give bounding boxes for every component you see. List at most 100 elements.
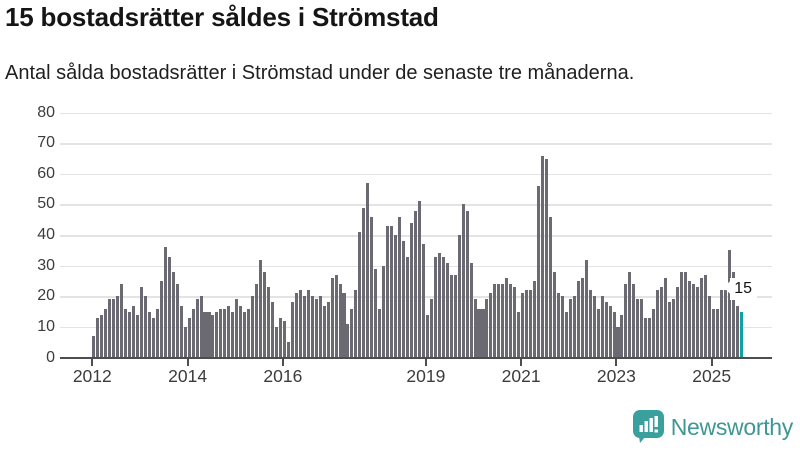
bar [378, 308, 382, 358]
bar [517, 311, 521, 358]
bar [135, 314, 140, 358]
bar [668, 302, 672, 358]
bar [636, 299, 640, 358]
bar [707, 296, 711, 358]
bar [350, 308, 354, 358]
bar [259, 259, 263, 358]
bar [159, 281, 163, 358]
bar [465, 210, 469, 358]
bar [425, 314, 429, 358]
gridline [60, 173, 772, 176]
y-tick-label: 60 [37, 164, 55, 182]
bar [521, 293, 525, 358]
bar [537, 186, 541, 358]
bar [541, 155, 545, 358]
y-tick-label: 20 [37, 287, 55, 305]
bar [263, 271, 267, 358]
bar [278, 317, 282, 358]
bar [691, 284, 695, 358]
bar [402, 241, 406, 358]
bar [100, 314, 104, 358]
y-tick-label: 50 [37, 195, 55, 213]
x-tick-label: 2019 [406, 366, 446, 386]
bar [338, 284, 342, 358]
bar [699, 277, 703, 358]
x-tick-label: 2016 [263, 366, 303, 386]
bar [334, 274, 338, 358]
bar [445, 262, 449, 358]
bar [620, 314, 624, 358]
bar [429, 299, 433, 358]
bar [247, 308, 251, 358]
bar [112, 299, 116, 358]
bar [648, 317, 652, 358]
bar [560, 296, 564, 358]
bar [584, 259, 588, 358]
x-tick [520, 359, 523, 366]
bar [167, 256, 171, 358]
bar [652, 308, 656, 358]
bar [735, 305, 739, 358]
bar [366, 183, 370, 358]
bar [485, 299, 489, 358]
bar [104, 308, 108, 358]
bar [409, 222, 414, 358]
bar [660, 287, 664, 358]
bar [672, 299, 676, 358]
bar [656, 290, 660, 358]
bar [552, 271, 556, 358]
bar [358, 232, 362, 358]
bar [243, 311, 247, 358]
bar [116, 296, 120, 358]
bar [664, 277, 668, 358]
bar [310, 296, 314, 358]
x-tick-label: 2023 [596, 366, 636, 386]
bar [128, 311, 132, 358]
bar [362, 207, 366, 358]
bar [556, 293, 560, 358]
bar [318, 296, 322, 358]
bar [711, 308, 715, 358]
bar [529, 290, 533, 358]
bar [695, 287, 699, 358]
bar [271, 302, 275, 358]
bar [374, 268, 378, 358]
bar [96, 317, 100, 358]
bar [215, 311, 219, 358]
bar [723, 290, 727, 358]
x-tick [186, 359, 189, 366]
gridline [60, 143, 772, 145]
bar [92, 336, 96, 358]
x-tick [424, 359, 427, 366]
bar [322, 305, 326, 358]
bar [525, 290, 529, 358]
bar [120, 284, 124, 358]
bar [433, 256, 437, 358]
bar [163, 247, 167, 358]
bar [124, 308, 128, 358]
y-tick-label: 10 [37, 317, 55, 335]
bar [306, 290, 310, 358]
bar [548, 216, 553, 358]
bar [683, 271, 688, 358]
bar [207, 311, 211, 358]
page-title: 15 bostadsrätter såldes i Strömstad [5, 2, 439, 32]
bar [191, 308, 195, 358]
bar [187, 317, 191, 358]
y-tick-label: 30 [37, 256, 55, 274]
newsworthy-logo[interactable]: Newsworthy [632, 410, 794, 444]
bar [147, 311, 151, 358]
bar [298, 290, 302, 358]
y-tick-label: 40 [37, 226, 55, 243]
bar [390, 225, 394, 358]
bar [183, 326, 187, 358]
bar [457, 235, 461, 358]
bar [441, 256, 445, 358]
bar [624, 284, 628, 358]
bar [370, 216, 374, 358]
bar [342, 293, 346, 358]
bar [501, 284, 505, 358]
bar [223, 308, 227, 358]
x-axis-line [60, 356, 772, 359]
logo-text: Newsworthy [670, 413, 794, 440]
